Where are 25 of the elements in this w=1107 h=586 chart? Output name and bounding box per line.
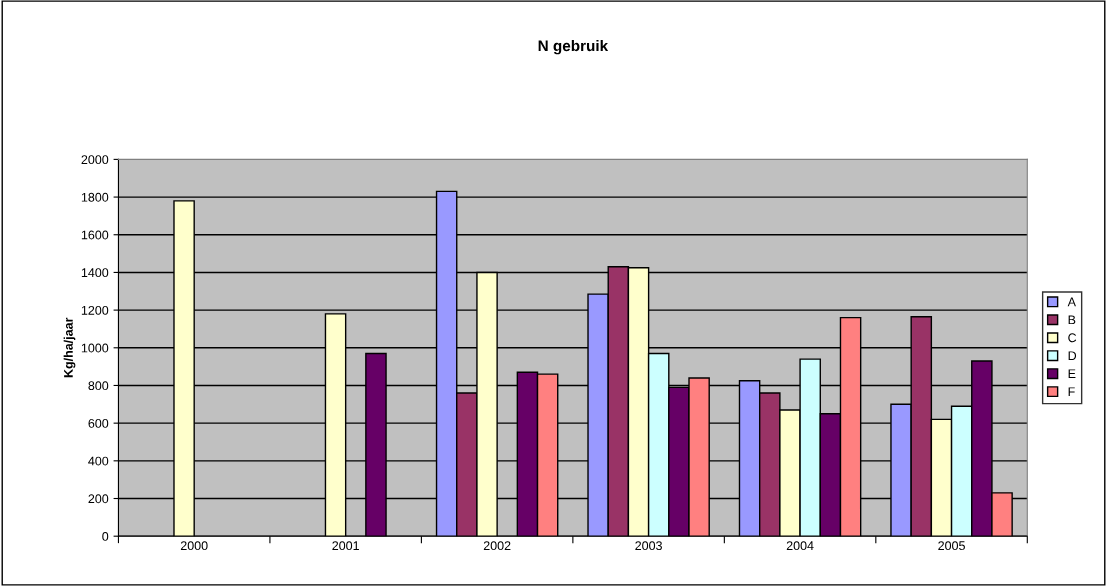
x-tick-label: 2000 (180, 541, 208, 551)
legend-label: B (1068, 315, 1076, 325)
chart-title: N gebruik (538, 39, 609, 55)
y-tick-label: 400 (88, 456, 109, 466)
y-tick-label: 1400 (81, 268, 109, 278)
y-tick-label: 800 (88, 381, 109, 391)
y-tick-label: 2000 (81, 155, 109, 165)
x-tick-label: 2001 (332, 541, 359, 551)
y-axis-title: Kg/ha/jaar (63, 317, 76, 378)
y-tick-label: 1200 (81, 305, 109, 315)
x-tick-label: 2004 (786, 541, 814, 551)
x-tick-label: 2005 (938, 541, 965, 551)
y-tick-label: 1600 (81, 230, 109, 240)
legend-label: F (1068, 387, 1075, 396)
legend-label: E (1068, 369, 1076, 379)
legend-label: A (1067, 297, 1076, 307)
y-tick-label: 1800 (81, 192, 109, 202)
legend-label: C (1068, 333, 1077, 343)
legend-label: D (1068, 351, 1077, 361)
y-tick-label: 1000 (81, 343, 109, 353)
y-tick-label: 0 (102, 531, 109, 541)
y-tick-label: 600 (88, 418, 109, 428)
x-tick-label: 2003 (635, 541, 662, 551)
x-tick-label: 2002 (483, 541, 511, 551)
y-tick-label: 200 (88, 494, 109, 504)
